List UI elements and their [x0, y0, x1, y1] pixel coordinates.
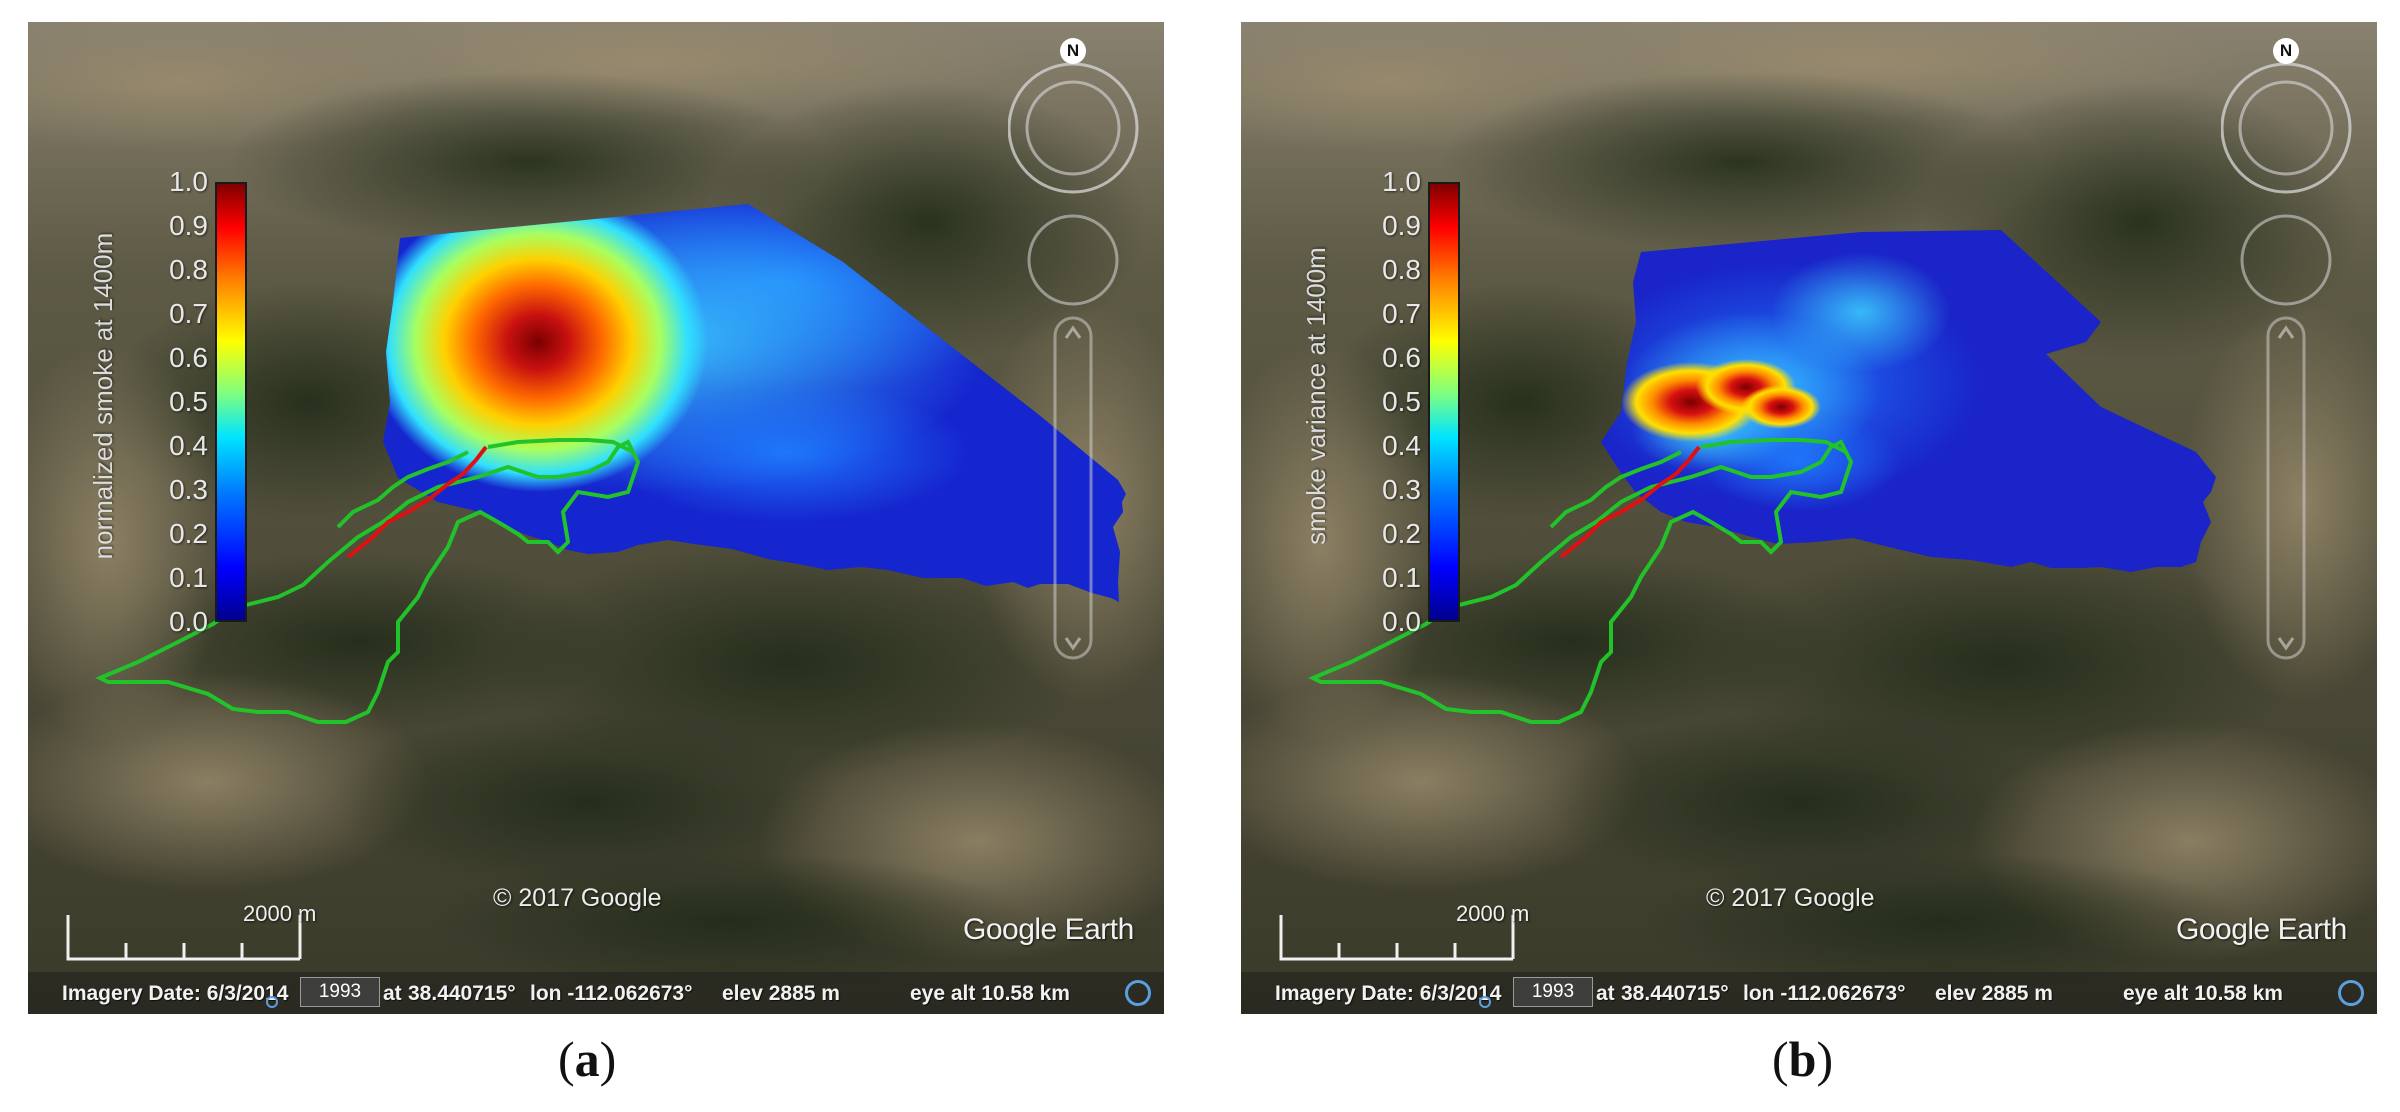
colorbar-tick: 0.7: [1382, 298, 1421, 329]
colorbar-tick: 0.4: [1382, 430, 1421, 461]
smoke-plume-overlay: [383, 204, 1126, 602]
colorbar-tick: 0.0: [169, 606, 208, 637]
elevation-readout: elev 2885 m: [722, 982, 840, 1005]
colorbar-tick: 0.9: [1382, 210, 1421, 241]
status-bar: Imagery Date: 6/3/2014 1993 at 38.440715…: [28, 972, 1164, 1014]
longitude-readout: lon -112.062673°: [1743, 982, 1906, 1005]
colorbar-label: smoke variance at 1400m: [1301, 247, 1331, 545]
colorbar-tick: 0.1: [1382, 562, 1421, 593]
colorbar-tick: 0.8: [1382, 254, 1421, 285]
copyright-text: © 2017 Google: [493, 884, 662, 912]
navigation-controls[interactable]: N: [2220, 38, 2371, 678]
colorbar-tick: 0.6: [1382, 342, 1421, 373]
longitude-readout: lon -112.062673°: [530, 982, 693, 1005]
streaming-indicator-icon: [2338, 980, 2364, 1006]
colorbar-tick: 1.0: [1382, 166, 1421, 197]
navigation-controls[interactable]: N: [1007, 38, 1158, 678]
copyright-text: © 2017 Google: [1706, 884, 1875, 912]
streaming-indicator-icon: [1125, 980, 1151, 1006]
colorbar-tick: 0.8: [169, 254, 208, 285]
scale-bar-label: 2000 m: [1456, 901, 1530, 926]
scale-bar: [1279, 915, 1515, 961]
eye-altitude-readout: eye alt 10.58 km: [2123, 982, 2283, 1005]
historical-imagery-year[interactable]: 1993: [300, 977, 380, 1007]
google-earth-logo: Google Earth: [963, 913, 1134, 946]
fire-perimeter: [95, 438, 641, 724]
map-view-b[interactable]: 1.0 0.9 0.8 0.7 0.6 0.5 0.4 0.3 0.2 0.1 …: [1241, 22, 2377, 1014]
colorbar-gradient: [215, 182, 247, 622]
eye-altitude-readout: eye alt 10.58 km: [910, 982, 1070, 1005]
history-icon[interactable]: [266, 996, 278, 1008]
latitude-prefix: at: [1596, 982, 1615, 1005]
status-bar: Imagery Date: 6/3/2014 1993 at 38.440715…: [1241, 972, 2377, 1014]
scale-bar-label: 2000 m: [243, 901, 317, 926]
google-earth-logo: Google Earth: [2176, 913, 2347, 946]
caption-a: (a): [558, 1031, 617, 1087]
colorbar-tick: 0.4: [169, 430, 208, 461]
fire-perimeter: [1308, 438, 1854, 724]
colorbar-tick: 0.6: [169, 342, 208, 373]
scale-bar: [66, 915, 302, 961]
imagery-date: Imagery Date: 6/3/2014: [62, 982, 289, 1005]
compass-ring-icon[interactable]: [2220, 38, 2371, 678]
historical-imagery-year[interactable]: 1993: [1513, 977, 1593, 1007]
colorbar-label: normalized smoke at 1400m: [88, 232, 118, 560]
north-indicator[interactable]: N: [1060, 38, 1086, 64]
imagery-date: Imagery Date: 6/3/2014: [1275, 982, 1502, 1005]
colorbar-tick: 0.3: [1382, 474, 1421, 505]
latitude-readout: 38.440715°: [1621, 982, 1729, 1005]
colorbar: 1.0 0.9 0.8 0.7 0.6 0.5 0.4 0.3 0.2 0.1 …: [1281, 142, 1481, 636]
compass-ring-icon[interactable]: [1007, 38, 1158, 678]
colorbar-tick: 1.0: [169, 166, 208, 197]
latitude-prefix: at: [383, 982, 402, 1005]
smoke-variance-overlay: [1601, 230, 2216, 572]
north-indicator[interactable]: N: [2273, 38, 2299, 64]
colorbar-tick: 0.1: [169, 562, 208, 593]
latitude-readout: 38.440715°: [408, 982, 516, 1005]
map-view-a[interactable]: 1.0 0.9 0.8 0.7 0.6 0.5 0.4 0.3 0.2 0.1 …: [28, 22, 1164, 1014]
colorbar-tick: 0.2: [1382, 518, 1421, 549]
elevation-readout: elev 2885 m: [1935, 982, 2053, 1005]
colorbar-tick: 0.2: [169, 518, 208, 549]
colorbar-tick: 0.5: [1382, 386, 1421, 417]
colorbar-tick: 0.7: [169, 298, 208, 329]
caption-b: (b): [1772, 1031, 1834, 1087]
colorbar-gradient: [1428, 182, 1460, 622]
colorbar-tick: 0.9: [169, 210, 208, 241]
colorbar-tick: 0.0: [1382, 606, 1421, 637]
colorbar: 1.0 0.9 0.8 0.7 0.6 0.5 0.4 0.3 0.2 0.1 …: [68, 142, 268, 636]
history-icon[interactable]: [1479, 996, 1491, 1008]
colorbar-tick: 0.5: [169, 386, 208, 417]
colorbar-tick: 0.3: [169, 474, 208, 505]
